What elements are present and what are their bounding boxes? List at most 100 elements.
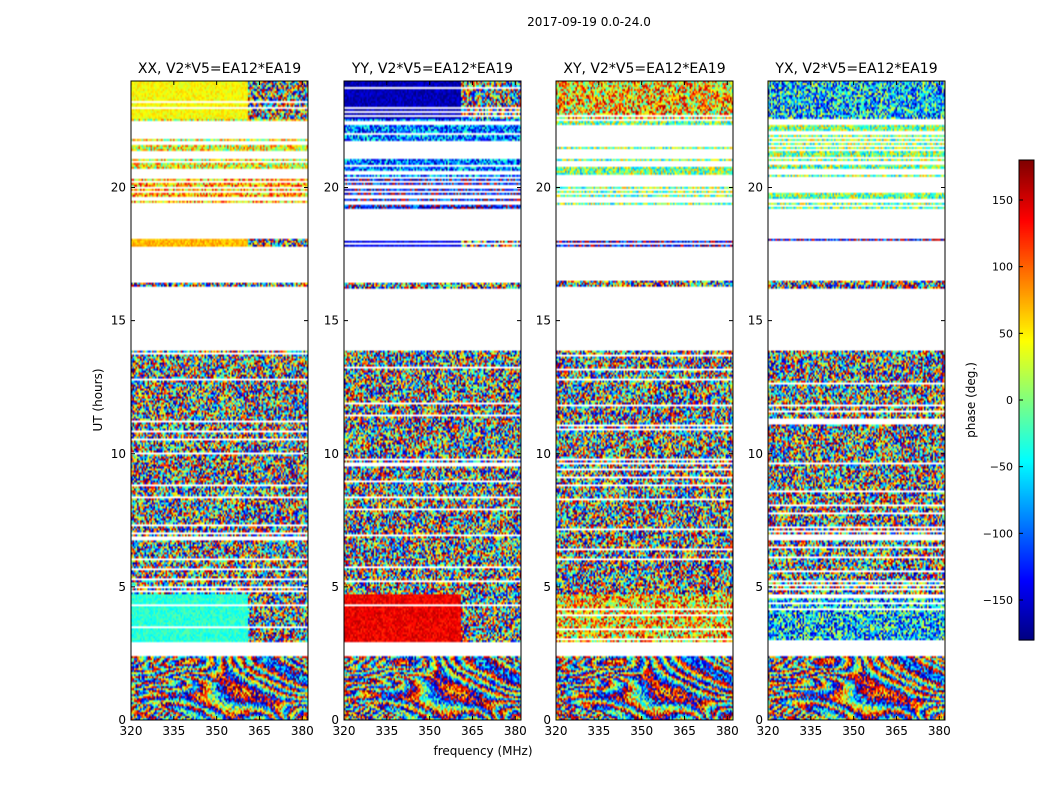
x-tick-label: 350 bbox=[842, 724, 865, 738]
colorbar-segment bbox=[1019, 312, 1034, 315]
colorbar-segment bbox=[1019, 374, 1034, 377]
x-tick-label: 335 bbox=[799, 724, 822, 738]
colorbar-segment bbox=[1019, 176, 1034, 179]
panel-xx: XX, V2*V5=EA12*EA19 320 335 350 365 380 0 5 10 15… bbox=[111, 61, 314, 738]
colorbar-segment bbox=[1019, 282, 1034, 285]
colorbar-segment bbox=[1019, 370, 1034, 373]
colorbar-segment bbox=[1019, 578, 1034, 581]
x-tick-label: 365 bbox=[673, 724, 696, 738]
colorbar-segment bbox=[1019, 296, 1034, 299]
colorbar-segment bbox=[1019, 240, 1034, 243]
colorbar-segment bbox=[1019, 402, 1034, 405]
colorbar-segment bbox=[1019, 472, 1034, 475]
colorbar-segment bbox=[1019, 360, 1034, 363]
colorbar-segment bbox=[1019, 446, 1034, 449]
colorbar-segment bbox=[1019, 530, 1034, 533]
panel-frame bbox=[343, 80, 522, 721]
colorbar-segment bbox=[1019, 298, 1034, 301]
colorbar-segment bbox=[1019, 462, 1034, 465]
colorbar-segment bbox=[1019, 310, 1034, 313]
colorbar-segment bbox=[1019, 392, 1034, 395]
colorbar-segment bbox=[1019, 612, 1034, 615]
colorbar-segment bbox=[1019, 560, 1034, 563]
colorbar-segment bbox=[1019, 518, 1034, 521]
colorbar-label: phase (deg.) bbox=[964, 362, 978, 438]
colorbar-segment bbox=[1019, 476, 1034, 479]
colorbar-segment bbox=[1019, 422, 1034, 425]
colorbar-segment bbox=[1019, 484, 1034, 487]
colorbar-segment bbox=[1019, 504, 1034, 507]
colorbar-segment bbox=[1019, 388, 1034, 391]
colorbar-segment bbox=[1019, 494, 1034, 497]
colorbar-segment bbox=[1019, 474, 1034, 477]
colorbar-segment bbox=[1019, 456, 1034, 459]
colorbar-segment bbox=[1019, 162, 1034, 165]
colorbar-segment bbox=[1019, 490, 1034, 493]
colorbar-segment bbox=[1019, 458, 1034, 461]
colorbar-segment bbox=[1019, 452, 1034, 455]
colorbar-segment bbox=[1019, 264, 1034, 267]
y-tick-label: 5 bbox=[118, 580, 126, 594]
x-tick-label: 380 bbox=[504, 724, 527, 738]
colorbar-segment bbox=[1019, 418, 1034, 421]
panel-title: YX, V2*V5=EA12*EA19 bbox=[774, 61, 937, 77]
colorbar-segment bbox=[1019, 556, 1034, 559]
colorbar-segment bbox=[1019, 348, 1034, 351]
colorbar-segment bbox=[1019, 414, 1034, 417]
colorbar-segment bbox=[1019, 182, 1034, 185]
colorbar-segment bbox=[1019, 488, 1034, 491]
colorbar-segment bbox=[1019, 354, 1034, 357]
colorbar-segment bbox=[1019, 236, 1034, 239]
x-tick-label: 380 bbox=[928, 724, 951, 738]
colorbar-segment bbox=[1019, 168, 1034, 171]
panel-title: YY, V2*V5=EA12*EA19 bbox=[351, 61, 513, 77]
colorbar-segment bbox=[1019, 398, 1034, 401]
phase-raster bbox=[768, 81, 945, 720]
colorbar-segment bbox=[1019, 516, 1034, 519]
panels-group: XX, V2*V5=EA12*EA19 320 335 350 365 380 0 5 10 15… bbox=[111, 61, 951, 738]
colorbar-segment bbox=[1019, 226, 1034, 229]
colorbar-segment bbox=[1019, 308, 1034, 311]
colorbar-segment bbox=[1019, 218, 1034, 221]
colorbar-segment bbox=[1019, 636, 1034, 639]
colorbar-segment bbox=[1019, 536, 1034, 539]
colorbar-segment bbox=[1019, 280, 1034, 283]
colorbar-segment bbox=[1019, 364, 1034, 367]
colorbar-segment bbox=[1019, 302, 1034, 305]
colorbar-segment bbox=[1019, 558, 1034, 561]
colorbar-segment bbox=[1019, 506, 1034, 509]
colorbar-segment bbox=[1019, 376, 1034, 379]
colorbar-segment bbox=[1019, 496, 1034, 499]
y-tick-label: 0 bbox=[118, 713, 126, 727]
colorbar-segment bbox=[1019, 598, 1034, 601]
colorbar-segment bbox=[1019, 632, 1034, 635]
colorbar-segment bbox=[1019, 544, 1034, 547]
colorbar-segment bbox=[1019, 430, 1034, 433]
colorbar-segment bbox=[1019, 262, 1034, 265]
panel-yx: YX, V2*V5=EA12*EA19 320 335 350 365 380 0 5 10 15… bbox=[748, 61, 951, 738]
colorbar-segment bbox=[1019, 272, 1034, 275]
colorbar-segment bbox=[1019, 174, 1034, 177]
colorbar-segment bbox=[1019, 268, 1034, 271]
panel-title: XY, V2*V5=EA12*EA19 bbox=[563, 61, 725, 77]
colorbar-segment bbox=[1019, 438, 1034, 441]
colorbar-segment bbox=[1019, 170, 1034, 173]
y-tick-label: 15 bbox=[536, 314, 551, 328]
panel-frame bbox=[555, 80, 734, 721]
colorbar-segment bbox=[1019, 482, 1034, 485]
colorbar-segment bbox=[1019, 334, 1034, 337]
colorbar-segment bbox=[1019, 358, 1034, 361]
colorbar-segment bbox=[1019, 540, 1034, 543]
colorbar-segment bbox=[1019, 274, 1034, 277]
colorbar-segment bbox=[1019, 248, 1034, 251]
y-tick-label: 5 bbox=[755, 580, 763, 594]
colorbar-segment bbox=[1019, 600, 1034, 603]
colorbar-segment bbox=[1019, 202, 1034, 205]
x-tick-label: 320 bbox=[120, 724, 143, 738]
colorbar-segment bbox=[1019, 498, 1034, 501]
y-tick-label: 15 bbox=[748, 314, 763, 328]
colorbar-segment bbox=[1019, 210, 1034, 213]
colorbar-segment bbox=[1019, 382, 1034, 385]
phase-raster bbox=[131, 81, 308, 720]
x-tick-label: 365 bbox=[885, 724, 908, 738]
